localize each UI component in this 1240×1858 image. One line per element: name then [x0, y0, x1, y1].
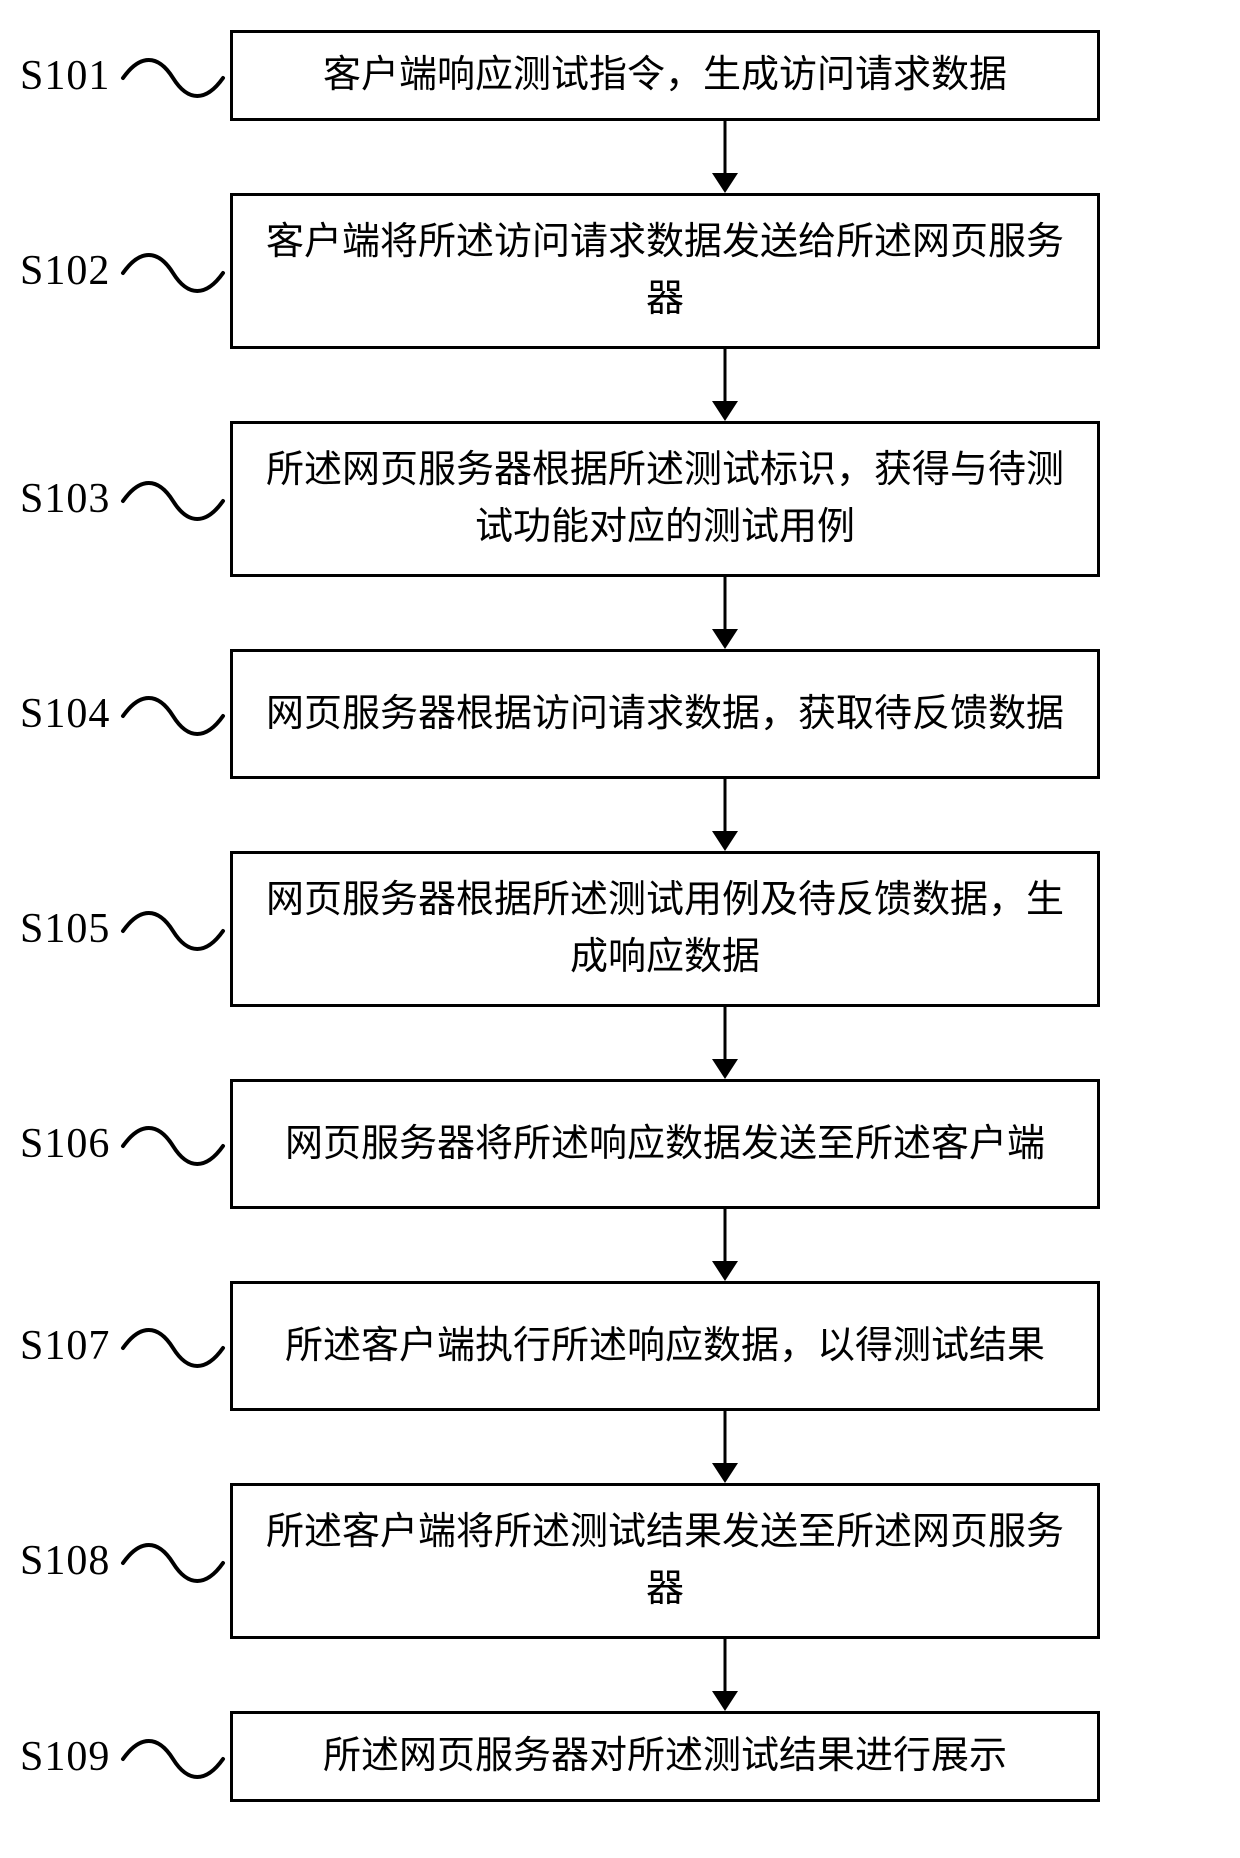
flow-arrow — [20, 1411, 1220, 1483]
step-box: 网页服务器根据访问请求数据，获取待反馈数据 — [230, 649, 1100, 779]
step-label-col: S103 — [20, 469, 230, 529]
step-id: S109 — [20, 1733, 110, 1781]
step-id: S101 — [20, 52, 110, 100]
step-label-col: S102 — [20, 241, 230, 301]
step-label-col: S106 — [20, 1114, 230, 1174]
flow-step: S101 客户端响应测试指令，生成访问请求数据 — [20, 30, 1220, 121]
flow-arrow — [20, 1209, 1220, 1281]
flow-arrow — [20, 1639, 1220, 1711]
flowchart-container: S101 客户端响应测试指令，生成访问请求数据 S102 客户端将所述访问请求数据发送… — [20, 30, 1220, 1802]
flow-step: S107 所述客户端执行所述响应数据，以得测试结果 — [20, 1281, 1220, 1411]
step-box: 所述客户端执行所述响应数据，以得测试结果 — [230, 1281, 1100, 1411]
step-box: 所述客户端将所述测试结果发送至所述网页服务器 — [230, 1483, 1100, 1639]
flow-arrow — [20, 349, 1220, 421]
step-label-col: S107 — [20, 1316, 230, 1376]
flow-arrow — [20, 1007, 1220, 1079]
flow-step: S105 网页服务器根据所述测试用例及待反馈数据，生成响应数据 — [20, 851, 1220, 1007]
step-id: S105 — [20, 905, 110, 953]
flow-step: S108 所述客户端将所述测试结果发送至所述网页服务器 — [20, 1483, 1220, 1639]
step-box: 所述网页服务器对所述测试结果进行展示 — [230, 1711, 1100, 1802]
flow-step: S104 网页服务器根据访问请求数据，获取待反馈数据 — [20, 649, 1220, 779]
flow-arrow — [20, 121, 1220, 193]
step-id: S102 — [20, 247, 110, 295]
step-label-col: S104 — [20, 684, 230, 744]
step-id: S103 — [20, 475, 110, 523]
step-id: S104 — [20, 690, 110, 738]
step-id: S108 — [20, 1537, 110, 1585]
step-box: 网页服务器将所述响应数据发送至所述客户端 — [230, 1079, 1100, 1209]
flow-step: S102 客户端将所述访问请求数据发送给所述网页服务器 — [20, 193, 1220, 349]
step-box: 网页服务器根据所述测试用例及待反馈数据，生成响应数据 — [230, 851, 1100, 1007]
flow-arrow — [20, 577, 1220, 649]
flow-arrow — [20, 779, 1220, 851]
step-label-col: S109 — [20, 1727, 230, 1787]
step-box: 客户端将所述访问请求数据发送给所述网页服务器 — [230, 193, 1100, 349]
flow-step: S103 所述网页服务器根据所述测试标识，获得与待测试功能对应的测试用例 — [20, 421, 1220, 577]
flow-step: S106 网页服务器将所述响应数据发送至所述客户端 — [20, 1079, 1220, 1209]
step-label-col: S101 — [20, 46, 230, 106]
step-id: S106 — [20, 1120, 110, 1168]
step-box: 所述网页服务器根据所述测试标识，获得与待测试功能对应的测试用例 — [230, 421, 1100, 577]
step-label-col: S108 — [20, 1531, 230, 1591]
step-label-col: S105 — [20, 899, 230, 959]
flow-step: S109 所述网页服务器对所述测试结果进行展示 — [20, 1711, 1220, 1802]
step-box: 客户端响应测试指令，生成访问请求数据 — [230, 30, 1100, 121]
step-id: S107 — [20, 1322, 110, 1370]
